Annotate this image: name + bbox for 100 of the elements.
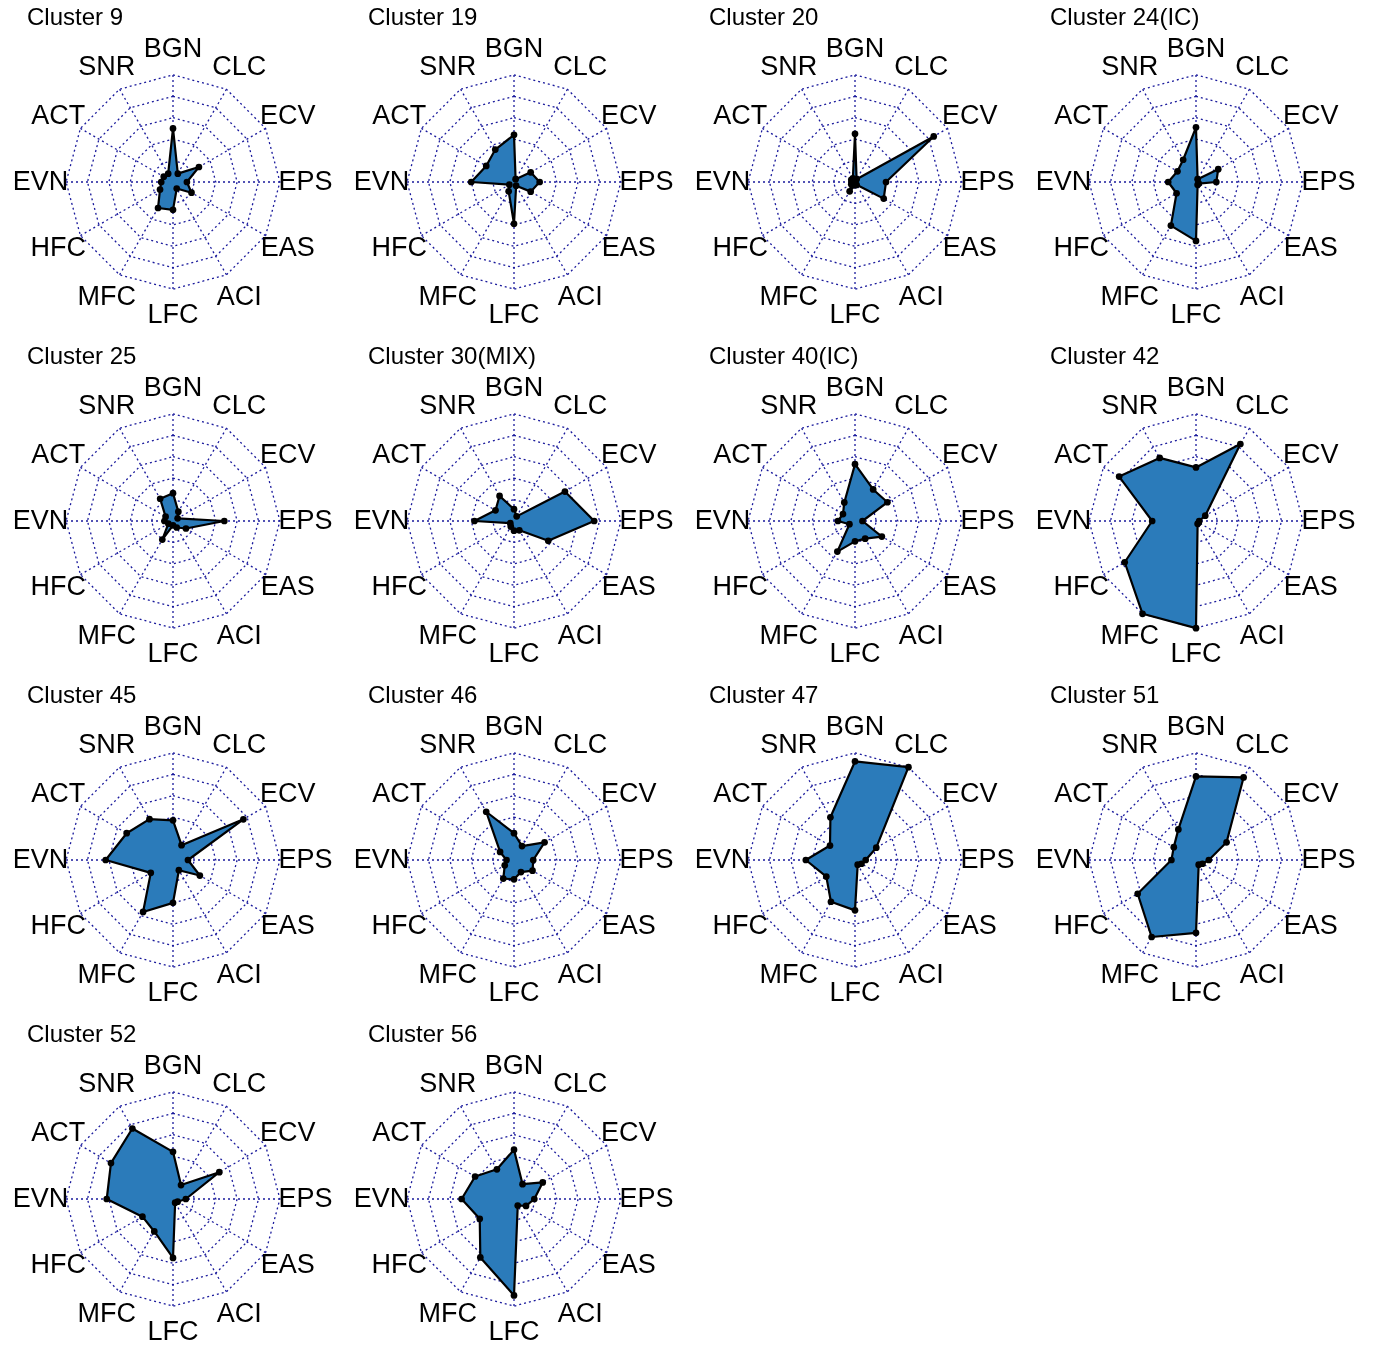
spoke-label: ACI [557,281,603,312]
spoke-label: SNR [760,389,818,420]
spoke-label: BGN [825,33,885,64]
spoke-label: HFC [371,232,427,263]
spoke-label: LFC [488,976,540,1007]
spoke-label: ACI [557,959,603,990]
spoke-label: BGN [143,33,203,64]
spoke-label: EAS [260,1249,315,1280]
spoke-label: EAS [1283,232,1338,263]
spoke-label: EAS [942,571,997,602]
spoke-label: BGN [1166,372,1226,403]
spoke-label: EVN [12,1183,69,1213]
spoke-label: CLC [1235,50,1290,81]
spoke-label: ACT [372,1116,427,1147]
spoke-label: EVN [353,1183,410,1213]
spoke-label: ACT [713,777,768,808]
spoke-label: MFC [418,281,477,312]
spoke-label: ECV [601,438,657,469]
spoke-label: EPS [1301,166,1356,196]
spoke-label: LFC [147,637,199,668]
spoke-label: BGN [484,711,544,742]
spoke-label: MFC [1100,959,1159,990]
spoke-label: SNR [760,50,818,81]
spoke-label: EVN [353,166,410,196]
spoke-label: ACT [31,1116,86,1147]
spoke-label: CLC [212,728,267,759]
spoke-label: CLC [553,728,608,759]
spoke-label: BGN [143,372,203,403]
chart-title: Cluster 9 [27,3,124,30]
spoke-label: SNR [419,50,477,81]
chart-title: Cluster 30(MIX) [368,342,537,369]
spoke-label: LFC [1170,298,1222,329]
spoke-label: ACI [216,281,262,312]
spoke-label: LFC [829,298,881,329]
spoke-label: ACI [1239,620,1285,651]
spoke-label: ACI [898,620,944,651]
spoke-label: HFC [30,1249,86,1280]
spoke-label: EPS [278,166,333,196]
spoke-label: HFC [712,232,768,263]
spoke-label: ECV [942,777,998,808]
chart-title: Cluster 42 [1050,342,1160,369]
spoke-label: ACT [713,99,768,130]
spoke-label: ACI [898,281,944,312]
spoke-label: ACT [372,99,427,130]
spoke-label: ECV [1283,99,1339,130]
spoke-label: LFC [488,298,540,329]
spoke-label: ECV [260,1116,316,1147]
spoke-label: EAS [601,1249,656,1280]
spoke-label: EVN [12,166,69,196]
spoke-label: SNR [78,389,136,420]
spoke-label: EPS [278,505,333,535]
spoke-label: HFC [371,1249,427,1280]
spoke-label: LFC [829,637,881,668]
spoke-label: SNR [78,1067,136,1098]
spoke-label: LFC [1170,637,1222,668]
spoke-label: EAS [1283,571,1338,602]
spoke-label: SNR [419,1067,477,1098]
chart-title: Cluster 24(IC) [1050,3,1200,30]
chart-title: Cluster 46 [368,681,478,708]
spoke-label: LFC [147,298,199,329]
spoke-label: HFC [30,571,86,602]
spoke-label: EPS [1301,505,1356,535]
chart-title: Cluster 25 [27,342,137,369]
spoke-label: MFC [418,620,477,651]
spoke-label: SNR [760,728,818,759]
spoke-label: ACT [31,99,86,130]
spoke-label: ACT [31,438,86,469]
spoke-label: HFC [1053,571,1109,602]
spoke-label: BGN [1166,33,1226,64]
spoke-label: HFC [712,571,768,602]
spoke-label: MFC [1100,620,1159,651]
spoke-label: HFC [30,910,86,941]
spoke-label: EPS [619,1183,674,1213]
spoke-label: MFC [418,1298,477,1329]
spoke-label: EVN [694,166,751,196]
spoke-label: EPS [278,844,333,874]
spoke-label: EVN [353,844,410,874]
spoke-label: LFC [147,976,199,1007]
spoke-label: ACI [1239,281,1285,312]
spoke-label: BGN [143,711,203,742]
chart-title: Cluster 40(IC) [709,342,859,369]
spoke-label: HFC [712,910,768,941]
spoke-label: ACT [1054,99,1109,130]
spoke-label: EVN [1035,166,1092,196]
spoke-label: CLC [212,389,267,420]
spoke-label: ECV [260,99,316,130]
spoke-label: ECV [601,1116,657,1147]
spoke-label: ECV [260,777,316,808]
spoke-label: ACI [557,1298,603,1329]
spoke-label: ACI [557,620,603,651]
spoke-label: EAS [260,910,315,941]
spoke-label: BGN [1166,711,1226,742]
spoke-label: CLC [894,389,949,420]
spoke-label: EAS [260,571,315,602]
spoke-label: LFC [488,637,540,668]
spoke-label: SNR [78,50,136,81]
spoke-label: ECV [260,438,316,469]
spoke-label: CLC [553,1067,608,1098]
spoke-label: CLC [553,50,608,81]
spoke-label: ECV [1283,777,1339,808]
